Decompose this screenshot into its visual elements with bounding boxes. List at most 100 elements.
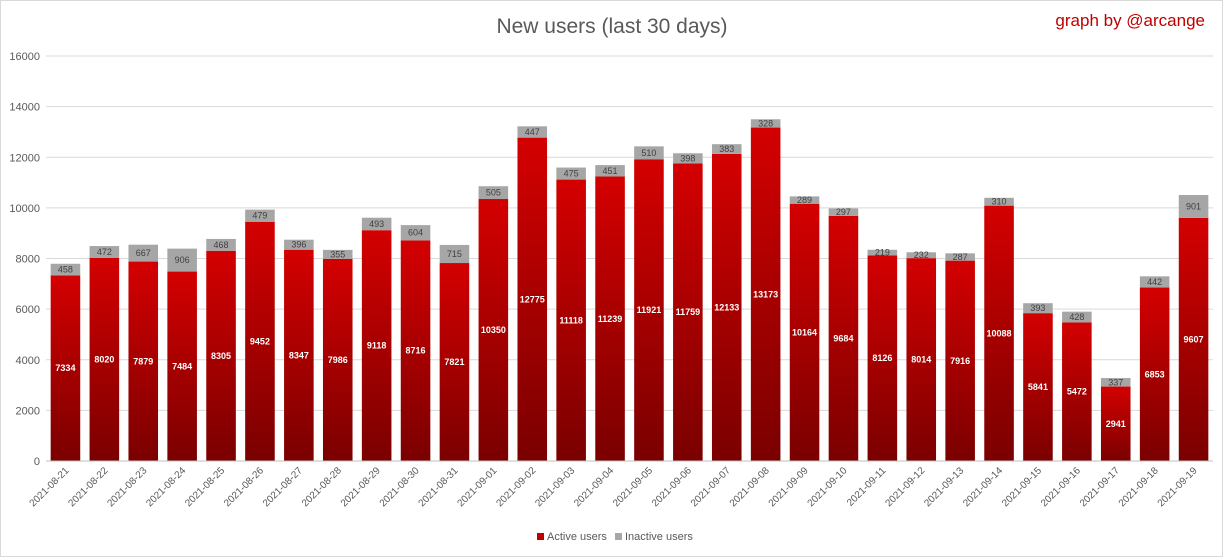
- bar-inactive: [1023, 303, 1053, 314]
- bar-active: [128, 261, 159, 461]
- bar-inactive: [828, 208, 859, 216]
- legend-swatch-active: [537, 533, 544, 540]
- chart-title: New users (last 30 days): [496, 15, 727, 38]
- bar-active: [517, 137, 548, 461]
- data-label-inactive: 328: [758, 118, 773, 128]
- data-label-active: 10350: [481, 325, 506, 335]
- data-label-inactive: 355: [330, 249, 345, 259]
- x-tick-label: 2021-08-21: [28, 465, 72, 509]
- bar-active: [361, 230, 392, 461]
- data-label-active: 11759: [676, 307, 701, 317]
- bar-active: [1100, 386, 1131, 461]
- bar-inactive: [1062, 311, 1092, 323]
- data-label-inactive: 287: [953, 252, 968, 262]
- data-label-active: 7986: [328, 355, 348, 365]
- bar-inactive: [906, 252, 937, 259]
- x-axis: 2021-08-212021-08-222021-08-232021-08-24…: [28, 460, 1213, 509]
- bar-inactive: [984, 197, 1014, 206]
- data-label-inactive: 604: [408, 228, 423, 238]
- x-tick-label: 2021-09-11: [845, 465, 889, 509]
- bar-active: [167, 271, 197, 461]
- data-label-active: 7879: [133, 356, 153, 366]
- data-label-inactive: 442: [1147, 277, 1162, 287]
- y-tick-label: 2000: [16, 405, 40, 417]
- data-label-active: 10164: [792, 327, 817, 337]
- data-label-inactive: 398: [680, 153, 695, 163]
- bar-inactive: [673, 153, 703, 164]
- bar-inactive: [750, 119, 781, 128]
- bar-inactive: [789, 196, 820, 204]
- x-tick-label: 2021-09-07: [689, 465, 733, 509]
- x-tick-label: 2021-08-27: [261, 465, 305, 509]
- data-label-active: 2941: [1106, 419, 1126, 429]
- bar-active: [1023, 313, 1053, 461]
- x-tick-label: 2021-08-31: [417, 465, 461, 509]
- x-tick-label: 2021-09-19: [1156, 465, 1200, 509]
- x-tick-label: 2021-09-03: [533, 465, 577, 509]
- data-label-active: 7484: [172, 361, 192, 371]
- bar-active: [478, 199, 509, 461]
- bar-active: [634, 159, 664, 461]
- data-label-active: 8305: [211, 351, 231, 361]
- data-label-active: 9452: [250, 336, 270, 346]
- x-tick-label: 2021-09-18: [1117, 465, 1161, 509]
- bar-active: [50, 275, 81, 461]
- data-label-active: 8716: [406, 346, 426, 356]
- bar-inactive: [634, 146, 664, 160]
- data-label-inactive: 383: [719, 144, 734, 154]
- data-label-inactive: 232: [914, 250, 929, 260]
- data-label-inactive: 472: [97, 247, 112, 257]
- y-tick-label: 10000: [9, 203, 40, 215]
- bar-inactive: [439, 244, 470, 264]
- bar-inactive: [517, 126, 548, 138]
- legend-label-active: Active users: [547, 531, 607, 543]
- bar-active: [906, 258, 937, 461]
- data-label-inactive: 458: [58, 265, 73, 275]
- x-tick-label: 2021-09-09: [767, 465, 811, 509]
- data-label-active: 6853: [1145, 369, 1165, 379]
- bar-active: [945, 260, 975, 461]
- data-label-inactive: 906: [175, 255, 190, 265]
- data-label-inactive: 428: [1069, 312, 1084, 322]
- data-label-active: 8020: [94, 354, 114, 364]
- bar-inactive: [89, 246, 120, 258]
- y-axis: 0 2000 4000 6000 8000 10000 12000 14000 16000: [9, 51, 40, 468]
- data-label-active: 7821: [444, 357, 464, 367]
- x-tick-label: 2021-08-24: [144, 465, 188, 509]
- data-label-inactive: 901: [1186, 201, 1201, 211]
- bar-active: [1062, 322, 1092, 461]
- bar-inactive: [206, 238, 236, 251]
- bar-inactive: [1178, 195, 1209, 218]
- bar-active: [400, 240, 431, 461]
- x-tick-label: 2021-09-05: [611, 465, 655, 509]
- data-label-active: 9607: [1184, 334, 1204, 344]
- data-label-inactive: 393: [1030, 303, 1045, 313]
- data-label-inactive: 396: [291, 240, 306, 250]
- y-tick-label: 4000: [16, 355, 40, 367]
- x-tick-label: 2021-09-01: [456, 465, 500, 509]
- data-label-active: 8347: [289, 350, 309, 360]
- bar-inactive: [400, 225, 431, 241]
- bar-active: [867, 255, 898, 461]
- data-label-active: 10088: [987, 328, 1012, 338]
- data-label-active: 12775: [520, 294, 545, 304]
- bar-inactive: [711, 144, 742, 154]
- data-label-active: 11239: [598, 314, 623, 324]
- bar-inactive: [595, 165, 625, 177]
- x-tick-label: 2021-08-26: [222, 465, 266, 509]
- x-tick-label: 2021-09-04: [572, 465, 616, 509]
- x-tick-label: 2021-09-12: [883, 465, 927, 509]
- x-tick-label: 2021-09-13: [922, 465, 966, 509]
- data-label-inactive: 510: [641, 148, 656, 158]
- bar-inactive: [245, 209, 275, 222]
- data-label-inactive: 493: [369, 219, 384, 229]
- legend-label-inactive: Inactive users: [625, 531, 693, 543]
- bar-active: [1178, 217, 1209, 461]
- data-label-inactive: 667: [136, 248, 151, 258]
- bar-inactive: [556, 167, 586, 180]
- x-tick-label: 2021-08-28: [300, 465, 344, 509]
- data-label-inactive: 219: [875, 248, 890, 258]
- gridlines: [46, 55, 1213, 462]
- bar-inactive: [867, 249, 898, 256]
- bar-active: [984, 205, 1014, 461]
